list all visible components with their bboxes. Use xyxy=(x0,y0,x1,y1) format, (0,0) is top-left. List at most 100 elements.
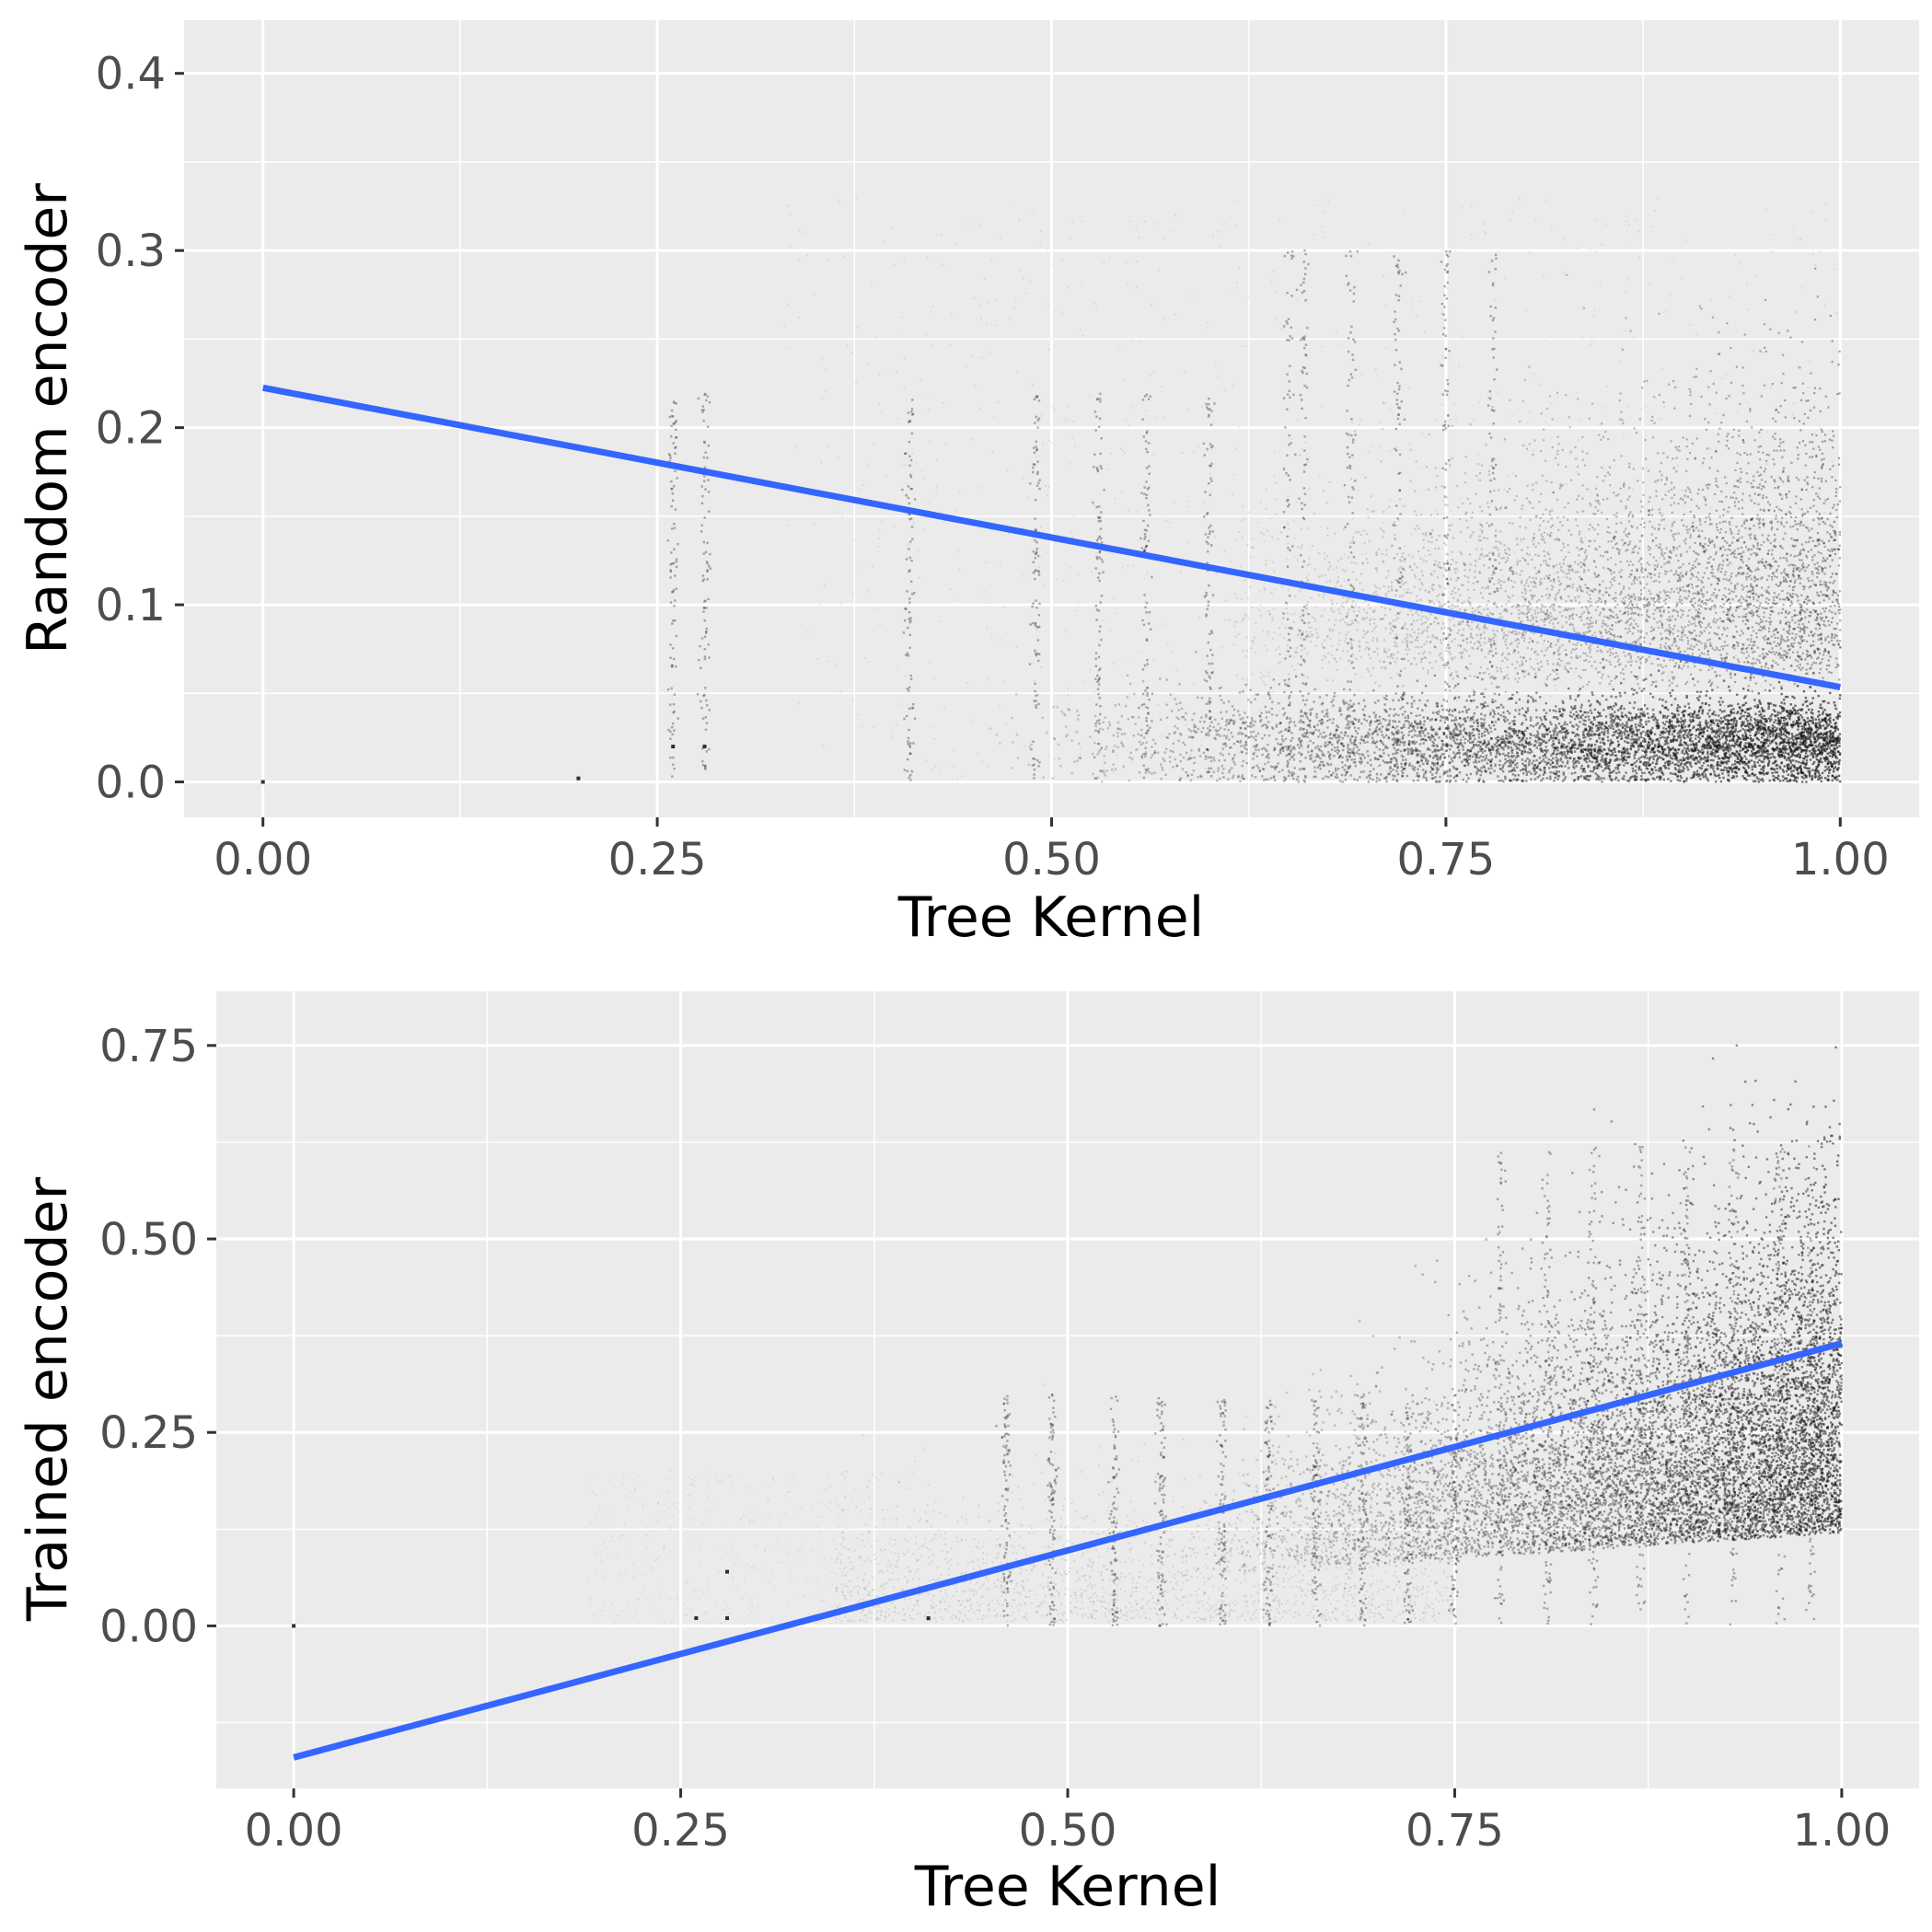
data-point xyxy=(1413,700,1415,701)
data-point xyxy=(1724,719,1726,721)
data-point xyxy=(1822,713,1823,715)
data-point xyxy=(1652,696,1654,698)
data-point xyxy=(1261,775,1263,777)
data-point xyxy=(1417,769,1418,770)
data-point xyxy=(1640,736,1642,738)
data-point xyxy=(1545,702,1547,704)
data-point xyxy=(1703,776,1705,778)
data-point xyxy=(1459,771,1461,773)
data-point xyxy=(1796,741,1798,743)
data-point xyxy=(1776,768,1778,769)
data-point xyxy=(1690,766,1692,768)
data-point xyxy=(1530,772,1532,774)
data-point xyxy=(1652,761,1654,763)
data-point xyxy=(1614,751,1616,753)
data-point xyxy=(1681,751,1683,753)
data-point xyxy=(1244,711,1245,713)
data-point xyxy=(1325,775,1326,777)
data-point xyxy=(1751,759,1753,761)
data-point xyxy=(1623,775,1625,777)
data-point xyxy=(1240,745,1242,746)
data-point xyxy=(1222,747,1224,749)
data-point xyxy=(1342,737,1344,739)
data-point xyxy=(1696,770,1698,772)
data-point xyxy=(1422,776,1424,778)
data-point xyxy=(1558,770,1560,772)
data-point xyxy=(1373,711,1375,713)
data-point xyxy=(1478,760,1480,762)
data-point xyxy=(1569,711,1571,713)
data-point xyxy=(1829,752,1831,754)
data-point xyxy=(1419,743,1421,745)
data-point xyxy=(1355,730,1357,732)
data-point xyxy=(1714,735,1716,737)
data-point xyxy=(1452,740,1454,742)
data-point xyxy=(1598,746,1600,747)
data-point xyxy=(1797,777,1799,779)
data-point xyxy=(1046,732,1047,734)
data-point xyxy=(1651,727,1653,729)
data-point xyxy=(1717,761,1718,763)
data-point xyxy=(1806,705,1808,707)
data-point xyxy=(1475,757,1477,758)
data-point xyxy=(1670,695,1672,697)
data-point xyxy=(1385,699,1387,700)
data-point xyxy=(1186,752,1187,754)
data-point xyxy=(1393,714,1394,716)
data-point xyxy=(1150,757,1151,758)
data-point xyxy=(1591,694,1593,696)
data-point xyxy=(1558,708,1560,710)
data-point xyxy=(1722,743,1724,745)
data-point xyxy=(1371,779,1373,781)
data-point xyxy=(1510,755,1512,757)
data-point xyxy=(1314,746,1316,748)
data-point xyxy=(1332,772,1334,774)
data-point xyxy=(1425,759,1427,761)
data-point xyxy=(1690,721,1692,723)
data-point xyxy=(1128,718,1129,720)
data-point xyxy=(1353,754,1355,756)
data-point xyxy=(1833,744,1834,746)
data-point xyxy=(1655,686,1657,688)
data-point xyxy=(1783,719,1785,721)
data-point xyxy=(1625,771,1626,773)
data-point xyxy=(1401,766,1403,768)
data-point xyxy=(1734,760,1736,762)
data-point xyxy=(1660,734,1661,735)
data-point xyxy=(1429,739,1431,741)
data-point xyxy=(1233,709,1235,711)
data-point xyxy=(1128,780,1130,781)
data-point xyxy=(1396,763,1398,765)
data-point xyxy=(1634,751,1636,753)
data-point xyxy=(1782,780,1784,781)
data-point xyxy=(1325,713,1327,715)
data-point xyxy=(1791,735,1793,737)
data-point xyxy=(1458,696,1460,698)
data-point xyxy=(1728,686,1730,688)
data-point xyxy=(1642,731,1644,733)
data-point xyxy=(1221,699,1222,700)
data-point xyxy=(1423,773,1425,775)
data-point xyxy=(1255,739,1256,741)
data-point xyxy=(1665,700,1667,702)
data-point xyxy=(1749,735,1751,736)
data-point xyxy=(1239,691,1241,693)
data-point xyxy=(1367,736,1369,738)
data-point xyxy=(1432,711,1434,713)
data-point xyxy=(1680,717,1682,719)
data-point xyxy=(1411,735,1413,737)
data-point xyxy=(1508,770,1510,772)
data-point xyxy=(1687,702,1689,704)
data-point xyxy=(1285,738,1287,740)
data-point xyxy=(1298,738,1300,740)
data-point xyxy=(1787,744,1789,746)
data-point xyxy=(1498,764,1500,766)
data-point xyxy=(1534,700,1536,701)
data-point xyxy=(1736,735,1738,736)
data-point xyxy=(1758,759,1760,761)
data-point xyxy=(1817,736,1819,738)
data-point xyxy=(1465,781,1467,782)
data-point xyxy=(1683,705,1685,707)
data-point xyxy=(1119,728,1121,730)
data-point xyxy=(1814,690,1816,692)
